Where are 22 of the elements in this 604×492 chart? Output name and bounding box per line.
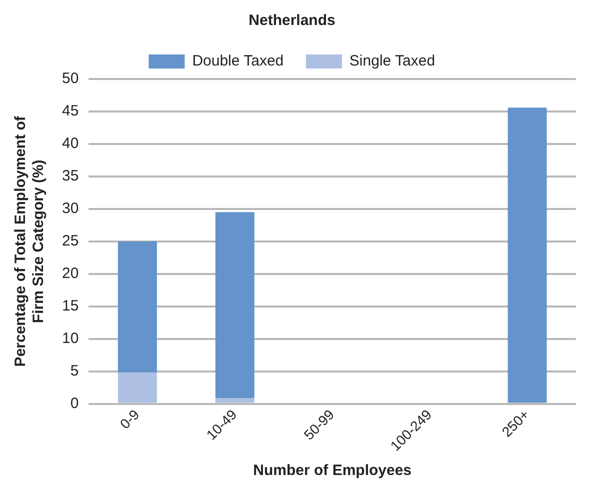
bar (508, 108, 547, 403)
bar (118, 241, 157, 373)
legend-label: Double Taxed (192, 52, 284, 70)
x-axis-title: Number of Employees (253, 462, 412, 480)
y-tick-label: 35 (62, 168, 79, 185)
y-tick-label: 30 (62, 200, 79, 218)
legend-label: Single Taxed (349, 52, 436, 70)
bar (215, 212, 254, 398)
y-tick-label: 45 (62, 102, 79, 120)
chart-title: Netherlands (248, 12, 336, 30)
y-tick-label: 15 (62, 297, 79, 314)
y-tick-label: 5 (70, 362, 79, 380)
bar (118, 372, 157, 403)
bar (215, 398, 254, 403)
y-axis-title: Percentage of Total Employment of Firm Size Category (%) (12, 115, 48, 367)
y-tick-label: 0 (70, 394, 79, 412)
x-tick-label: 0-9 (116, 406, 142, 432)
y-tick-label: 25 (62, 232, 79, 250)
y-tick-label: 50 (62, 70, 79, 88)
y-tick-label: 10 (62, 330, 79, 347)
y-tick-label: 20 (62, 265, 79, 282)
y-tick-label: 40 (62, 135, 79, 152)
